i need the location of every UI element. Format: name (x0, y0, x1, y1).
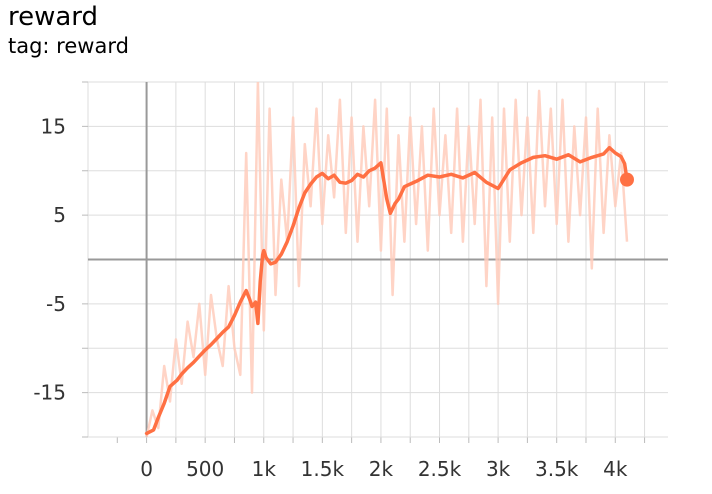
y-tick-label: -5 (46, 292, 66, 316)
x-tick-label: 2k (369, 457, 394, 481)
x-tick-label: 1.5k (301, 457, 345, 481)
y-tick-label: 15 (41, 114, 66, 138)
x-tick-label: 3k (486, 457, 511, 481)
x-tick-label: 500 (186, 457, 224, 481)
raw-series-line (145, 82, 629, 437)
x-tick-label: 1k (252, 457, 277, 481)
x-tick-label: 3.5k (535, 457, 579, 481)
raw-series (145, 82, 629, 437)
chart-title: reward (8, 2, 99, 32)
x-tick-label: 4k (603, 457, 628, 481)
y-tick-label: -15 (33, 381, 66, 405)
last-value-marker (619, 172, 634, 187)
smoothed-series (144, 145, 634, 436)
tick-labels: 0 500 1k 1.5k 2k 2.5k 3k 3.5k 4k 15 5 -5 -15 (33, 114, 628, 481)
chart-subtitle: tag: reward (8, 34, 129, 58)
x-tick-label: 2.5k (418, 457, 462, 481)
x-tick-label: 0 (140, 457, 153, 481)
smoothed-series-line (144, 145, 629, 436)
y-tick-label: 5 (53, 203, 66, 227)
axes (88, 82, 668, 437)
